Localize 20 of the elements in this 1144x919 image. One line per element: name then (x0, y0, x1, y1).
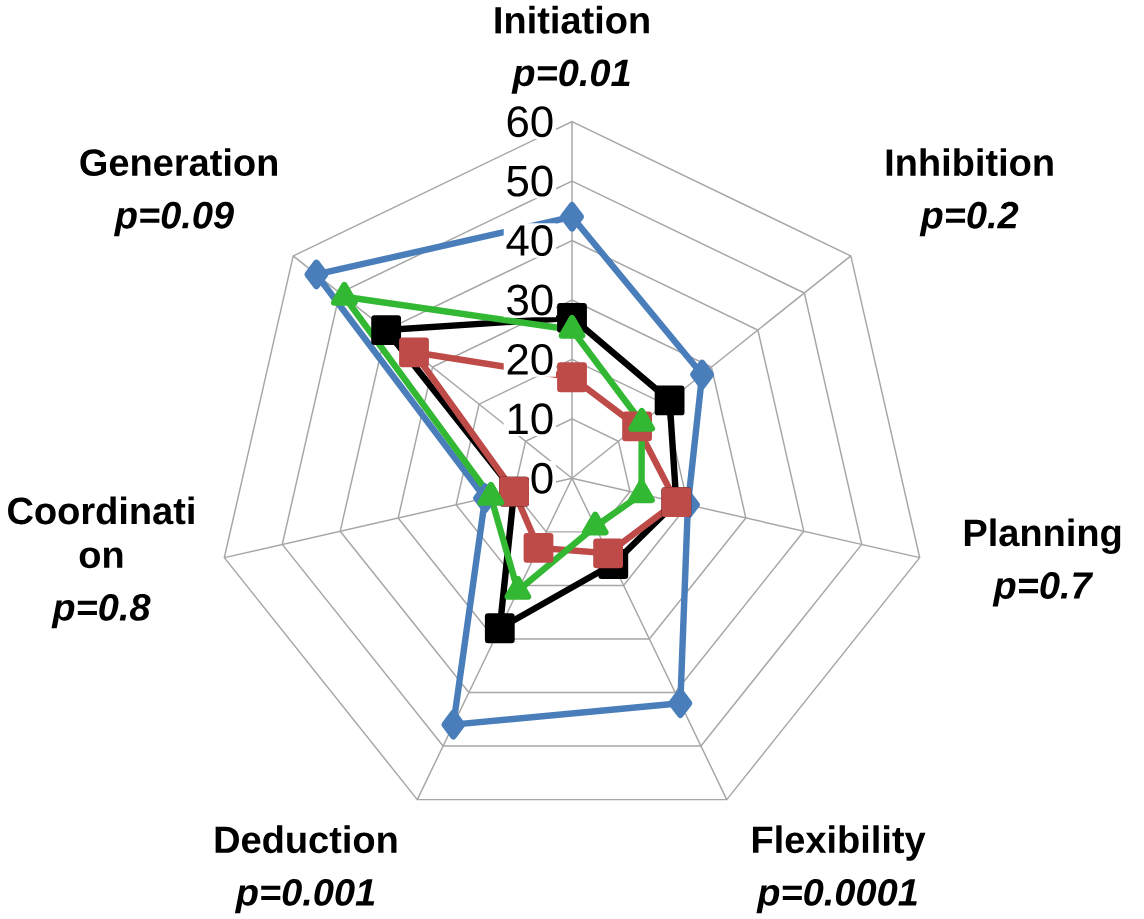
text: p=0.09 (113, 201, 234, 237)
spoke-label: Deduction (215, 825, 397, 854)
spoke-label: Flexibility (752, 825, 926, 861)
text: p=0.01 (511, 59, 630, 94)
y-tick-label: 10 (508, 403, 553, 435)
y-tick-label: 40 (506, 224, 553, 256)
text: p=0.0001 (756, 878, 917, 914)
text: p=0.001 (234, 878, 375, 914)
y-tick-label: 50 (507, 165, 553, 197)
text: p=0.7 (992, 571, 1094, 607)
spoke-label: Inhibition (886, 148, 1053, 176)
y-tick-label: 0 (531, 462, 553, 494)
text: p=0.8 (51, 593, 151, 629)
y-tick-label: 30 (507, 284, 553, 316)
spoke-label: Initiation (495, 5, 649, 34)
spoke-label: Generation (80, 148, 277, 176)
y-tick-label: 60 (507, 106, 553, 138)
y-tick-label: 20 (507, 343, 553, 375)
spoke-label: Planning (964, 518, 1121, 554)
text: p=0.2 (919, 201, 1019, 237)
